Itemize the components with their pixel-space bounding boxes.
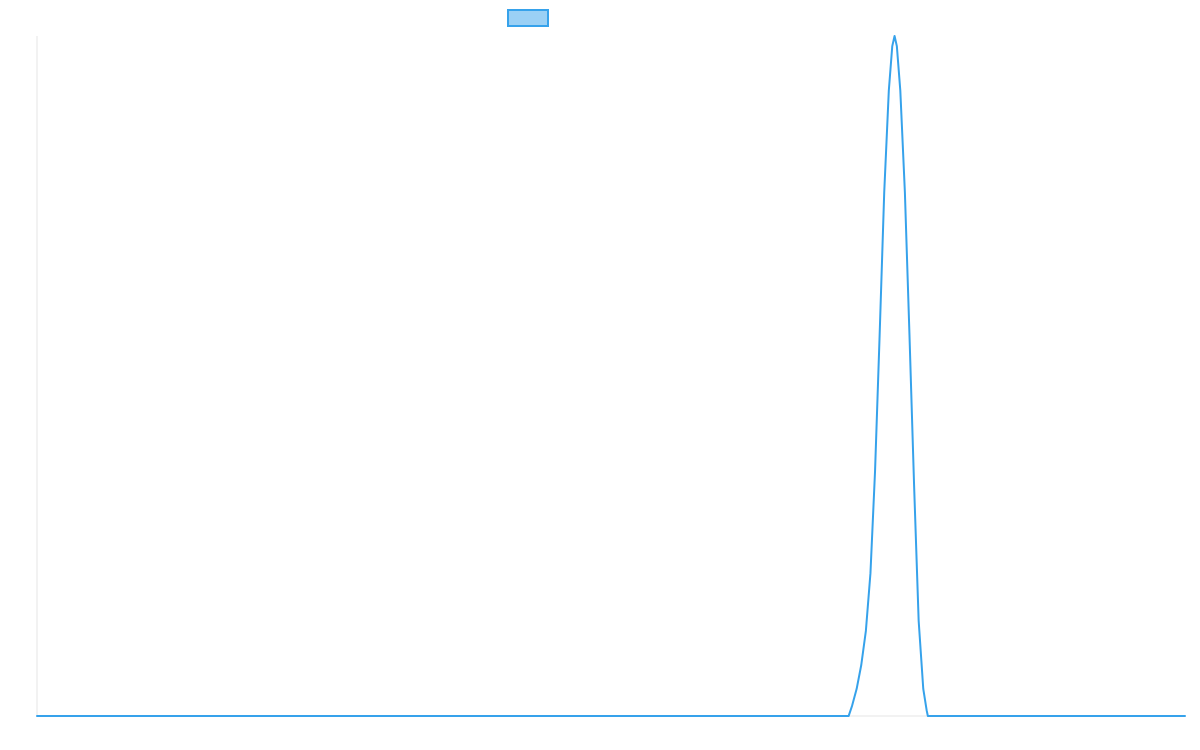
- series-line-0: [36, 35, 1186, 717]
- legend-swatch-0[interactable]: [507, 9, 549, 27]
- legend[interactable]: [507, 9, 549, 27]
- series-group: [36, 35, 1186, 717]
